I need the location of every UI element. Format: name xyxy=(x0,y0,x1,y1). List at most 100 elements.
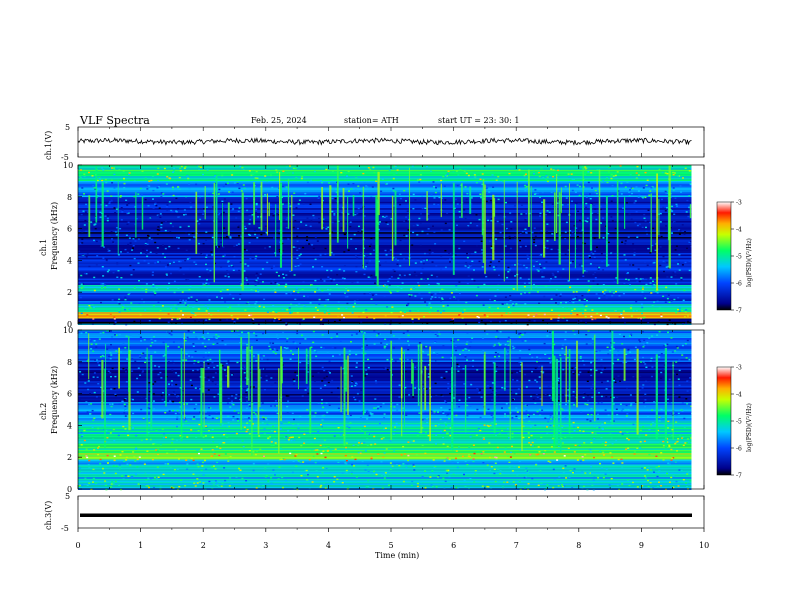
ch1-spectrogram-pixel xyxy=(473,280,476,282)
ch2-spectrogram-pixel xyxy=(307,392,310,394)
ch2-spectrogram-pixel xyxy=(672,457,675,459)
ch2-spectrogram-pixel xyxy=(109,352,112,354)
ch1-spectrogram-pixel xyxy=(314,279,317,282)
ch1-spectrogram-pixel xyxy=(249,234,252,236)
ch2-spectrogram-pixel xyxy=(216,417,219,419)
ch2-spectrogram-pixel xyxy=(93,449,96,451)
ch2-spectrogram-pixel xyxy=(441,395,444,397)
ch1-spectrogram-pixel xyxy=(346,302,349,305)
ch2-spectrogram-pixel xyxy=(668,481,671,483)
ch1-spectrogram-pixel xyxy=(417,318,420,320)
ch1-spectrogram-pixel xyxy=(540,195,543,197)
ch2-spectrogram-pixel xyxy=(205,426,208,428)
ch1-spectrogram-pixel xyxy=(232,269,235,271)
ch1-spectrogram-pixel xyxy=(192,249,195,251)
ch1-spectrogram-pixel xyxy=(318,221,321,224)
ch2-spectrogram-pixel xyxy=(135,447,138,449)
ch1-spectrogram-pixel xyxy=(242,184,245,186)
ch2-spectrogram-pixel xyxy=(319,486,322,488)
ch2-spectrogram-pixel xyxy=(296,374,299,377)
ch1-spectrogram-pixel xyxy=(520,204,523,206)
ch2-spectrogram-pixel xyxy=(658,469,661,471)
ch1-spectrogram-pixel xyxy=(665,192,668,195)
ch1-spectrogram-pixel xyxy=(592,273,595,276)
ch1-spectrogram-pixel xyxy=(489,199,492,202)
ch2-spectrogram-pixel xyxy=(668,401,671,404)
ch1-spectrogram-pixel xyxy=(341,277,344,279)
ch2-spectrogram-pixel xyxy=(389,473,392,475)
ch2-spectrogram-pixel xyxy=(664,345,667,347)
ch1-spectrogram-pixel xyxy=(561,317,564,319)
ch2-spectrogram-pixel xyxy=(432,372,434,374)
ch1-spectrogram-pixel xyxy=(636,165,639,168)
ch1-spectrogram-pixel xyxy=(144,177,147,180)
ch2-spectrogram-pixel xyxy=(321,414,324,417)
ch2-spectrogram-pixel xyxy=(134,460,137,462)
ch2-spectrogram-pixel xyxy=(384,338,387,340)
ch1-spectrogram-pixel xyxy=(505,201,507,204)
ch2-spectrogram-pixel xyxy=(186,436,189,438)
ch2-spectrogram-pixel xyxy=(511,372,514,374)
ch1-spectrogram-pixel xyxy=(602,269,605,271)
ch2-spectrogram-pixel xyxy=(607,353,610,355)
ch2-spectrogram-pixel xyxy=(172,392,175,394)
ch2-spectrogram-pixel xyxy=(491,382,494,384)
ch2-spectrogram-pixel xyxy=(384,427,387,429)
ch1-spectrogram-pixel xyxy=(292,214,295,216)
ch2-spectrogram-pixel xyxy=(345,450,348,452)
ch1-spectrogram-ytick-label: 4 xyxy=(67,256,72,265)
ch2-spectrogram-pixel xyxy=(652,486,655,489)
ch1-spectrogram-pixel xyxy=(117,270,120,272)
ch1-spectrogram-pixel xyxy=(175,236,178,239)
ch1-spectrogram-pixel xyxy=(107,248,110,250)
ch1-spectrogram-pixel xyxy=(246,209,249,212)
ch1-spectrogram-pixel xyxy=(660,313,663,316)
ch1-spectrogram-pixel xyxy=(655,243,658,245)
ch1-spectrogram-pixel xyxy=(137,238,140,240)
ch2-spectrogram-pixel xyxy=(245,396,248,398)
ch1-spectrogram-pixel xyxy=(166,264,169,266)
ch2-spectrogram-pixel xyxy=(434,332,437,335)
ch1-spectrogram-pixel xyxy=(132,245,135,247)
ch1-spectrogram-pixel xyxy=(407,302,410,305)
ch1-spectrogram-pixel xyxy=(436,310,439,312)
ch1-spectrogram-pixel xyxy=(117,254,120,256)
ch2-spectrogram-pixel xyxy=(676,450,678,452)
ch1-spectrogram-pixel xyxy=(480,319,483,322)
ch2-spectrogram-pixel xyxy=(285,436,288,438)
ch2-spectrogram-pixel xyxy=(154,443,157,445)
ch1-spectrogram-pixel xyxy=(392,256,395,259)
ch1-spectrogram-pixel xyxy=(536,291,539,293)
ch1-spectrogram-pixel xyxy=(352,306,355,308)
ch1-spectrogram-pixel xyxy=(645,230,648,232)
ch1-spectrogram-pixel xyxy=(629,174,632,176)
ch1-spectrogram-pixel xyxy=(637,190,640,192)
ch1-spectrogram-pixel xyxy=(426,278,429,280)
ch2-spectrogram-pixel xyxy=(374,400,377,402)
ch2-spectrogram-pixel xyxy=(629,404,632,407)
ch1-spectrogram-pixel xyxy=(145,283,148,285)
ch2-spectrogram-pixel xyxy=(87,380,90,382)
ch2-spectrogram-pixel xyxy=(151,458,154,461)
ch2-spectrogram-pixel xyxy=(492,345,495,347)
ch2-spectrogram-pixel xyxy=(445,469,448,471)
ch2-spectrogram-pixel xyxy=(490,410,493,412)
ch2-spectrogram-pixel xyxy=(544,417,547,419)
ch2-spectrogram-pixel xyxy=(291,412,294,414)
ch1-spectrogram-pixel xyxy=(478,260,481,263)
ch2-spectrogram-pixel xyxy=(373,470,375,473)
ch2-spectrogram-pixel xyxy=(129,464,132,466)
ch2-spectrogram-pixel xyxy=(93,391,96,394)
ch1-spectrogram-pixel xyxy=(387,165,390,167)
ch2-spectrogram-pixel xyxy=(274,474,276,476)
ch2-spectrogram-pixel xyxy=(516,411,519,413)
ch2-spectrogram-pixel xyxy=(365,486,368,488)
ch1-spectrogram-pixel xyxy=(113,173,116,176)
ch1-spectrogram-pixel xyxy=(110,199,113,201)
ch2-spectrogram-pixel xyxy=(139,374,141,376)
ch1-spectrogram-pixel xyxy=(173,291,176,294)
ch2-spectrogram-pixel xyxy=(127,475,130,477)
ch2-spectrogram-pixel xyxy=(208,414,211,416)
ch1-spectrogram-pixel xyxy=(467,275,470,277)
ch1-spectrogram-pixel xyxy=(363,182,366,184)
